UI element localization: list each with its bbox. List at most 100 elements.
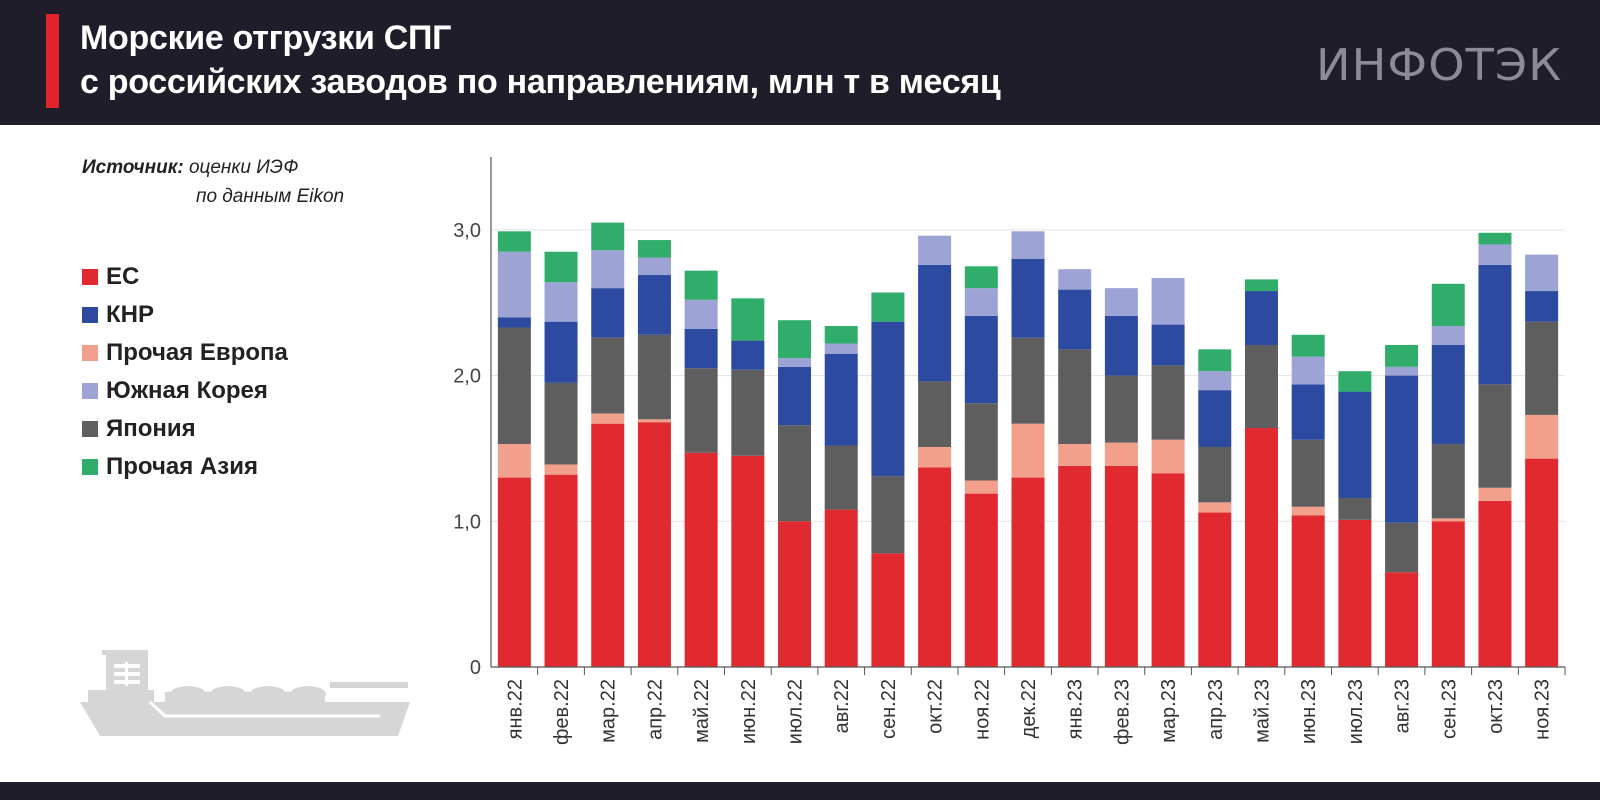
legend-item-other-asia: Прочая Азия	[82, 448, 288, 486]
y-tick-label: 2,0	[453, 366, 481, 388]
x-tick-label: июл.23	[1345, 679, 1367, 744]
x-tick-label: фев.23	[1111, 679, 1133, 745]
bar-segment	[1058, 444, 1092, 466]
x-tick-label: мар.22	[598, 679, 620, 743]
legend-swatch	[82, 383, 98, 399]
bar-segment	[824, 343, 858, 354]
bar-segment	[1198, 349, 1232, 372]
lng-ship-icon	[80, 650, 410, 736]
bar-segment	[591, 250, 625, 289]
bar-segment	[1385, 572, 1419, 667]
y-tick-label: 0	[470, 657, 481, 679]
bar-segment	[1431, 521, 1465, 667]
bar-segment	[1104, 288, 1138, 316]
bar-segment	[1151, 439, 1185, 474]
bar-segment	[1151, 365, 1185, 440]
legend-label: ЕС	[106, 263, 140, 290]
bar-segment	[778, 366, 812, 426]
bar-segment	[824, 353, 858, 446]
x-tick-label: апр.22	[644, 679, 666, 740]
y-tick-label: 1,0	[453, 511, 481, 533]
bar-segment	[918, 264, 952, 382]
bar-segment	[497, 317, 531, 328]
bar-segment	[637, 275, 671, 335]
bar-segment	[1291, 384, 1325, 440]
x-tick-label: янв.22	[504, 679, 526, 739]
bar-segment	[591, 423, 625, 667]
bar-segment	[778, 521, 812, 667]
bar-segment	[637, 257, 671, 276]
bar-segment	[684, 299, 718, 329]
bar-segment	[1104, 375, 1138, 443]
bar-segment	[918, 235, 952, 265]
bar-segment	[778, 358, 812, 367]
legend-swatch	[82, 459, 98, 475]
legend-item-eu: ЕС	[82, 258, 288, 296]
bar-segment	[824, 445, 858, 510]
x-tick-label: фев.22	[551, 679, 573, 745]
x-tick-label: окт.22	[925, 679, 947, 734]
bar-segment	[1244, 428, 1278, 667]
bar-segment	[684, 270, 718, 300]
page-title: Морские отгрузки СПГ с российских заводо…	[80, 16, 1001, 104]
bar-segment	[544, 474, 578, 667]
bar-segment	[1011, 231, 1045, 259]
bar-segment	[1338, 391, 1372, 498]
bar-segment	[637, 240, 671, 258]
header: Морские отгрузки СПГ с российских заводо…	[0, 0, 1600, 125]
legend-label: Южная Корея	[106, 377, 268, 404]
bar-segment	[1525, 291, 1559, 322]
bar-segment	[1338, 497, 1372, 520]
bar-segment	[591, 337, 625, 414]
x-tick-label: сен.22	[878, 679, 900, 739]
bar-segment	[1385, 522, 1419, 573]
bar-segment	[871, 321, 905, 477]
x-tick-label: май.23	[1251, 679, 1273, 743]
legend-label: КНР	[106, 301, 154, 328]
legend-item-japan: Япония	[82, 410, 288, 448]
bar-segment	[918, 446, 952, 468]
bar-segment	[964, 266, 998, 289]
bar-segment	[1478, 384, 1512, 488]
bar-segment	[1431, 283, 1465, 327]
bar-segment	[1385, 344, 1419, 367]
bar-segment	[918, 381, 952, 447]
bar-segment	[544, 251, 578, 283]
bar-segment	[731, 340, 765, 370]
x-tick-label: янв.23	[1065, 679, 1087, 739]
bar-segment	[1338, 371, 1372, 392]
legend-label: Прочая Европа	[106, 339, 288, 366]
x-tick-label: ноя.22	[971, 679, 993, 740]
x-tick-label: май.22	[691, 679, 713, 743]
x-tick-label: авг.23	[1392, 679, 1414, 733]
title-line-1: Морские отгрузки СПГ	[80, 19, 452, 57]
bar-segment	[918, 467, 952, 667]
bar-segment	[544, 382, 578, 465]
bar-segment	[1011, 423, 1045, 478]
x-tick-label: сен.23	[1438, 679, 1460, 739]
bar-segment	[1151, 324, 1185, 366]
brand-logo: ИНФОТЭК	[1316, 40, 1563, 91]
bar-segment	[1431, 444, 1465, 519]
legend-item-other-europe: Прочая Европа	[82, 334, 288, 372]
bar-segment	[684, 368, 718, 453]
x-tick-label: июл.22	[785, 679, 807, 744]
x-tick-label: апр.23	[1205, 679, 1227, 740]
title-line-2: с российских заводов по направлениям, мл…	[80, 63, 1001, 101]
bar-segment	[684, 328, 718, 369]
x-tick-label: ноя.23	[1532, 679, 1554, 740]
bar-segment	[871, 553, 905, 667]
x-tick-label: окт.23	[1485, 679, 1507, 734]
legend-label: Прочая Азия	[106, 453, 258, 480]
legend: ЕС КНР Прочая Европа Южная Корея Япония …	[82, 258, 288, 486]
legend-swatch	[82, 421, 98, 437]
bar-segment	[964, 315, 998, 404]
bar-segment	[497, 327, 531, 445]
bar-segment	[1244, 291, 1278, 345]
bar-segment	[544, 282, 578, 322]
bar-segment	[1104, 315, 1138, 376]
bar-segment	[778, 320, 812, 359]
bar-segment	[1198, 512, 1232, 667]
bar-segment	[591, 222, 625, 251]
bar-segment	[964, 288, 998, 316]
